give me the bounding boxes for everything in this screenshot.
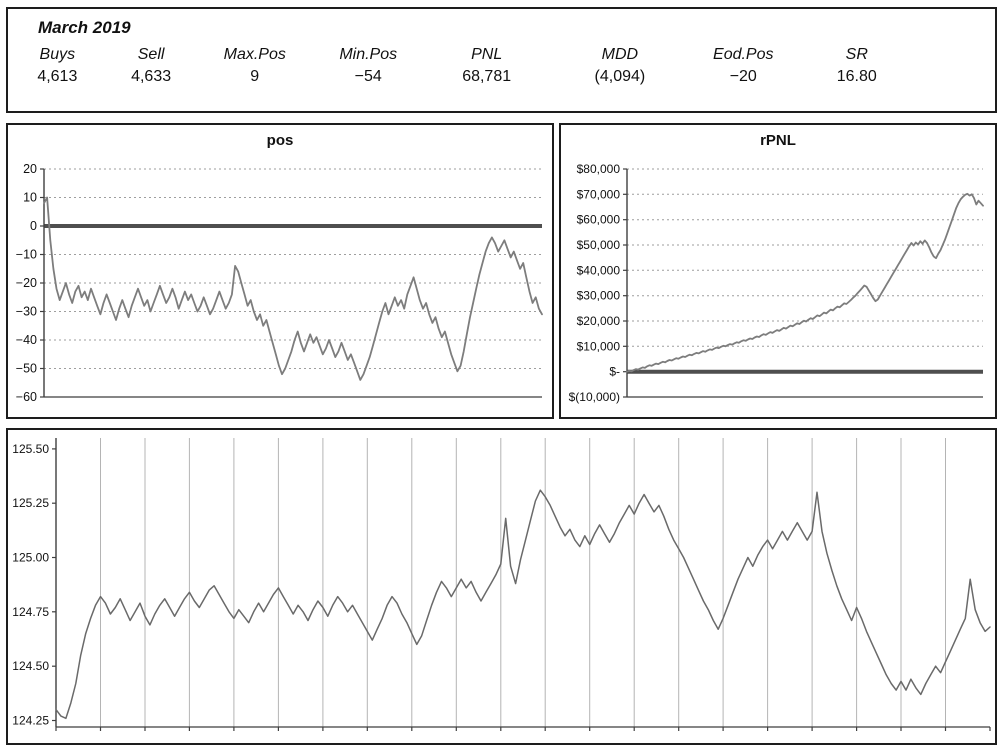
stat-value: −54 <box>354 68 382 85</box>
stat-label: PNL <box>471 46 503 63</box>
stat-label: Sell <box>137 46 165 63</box>
stat-eod-pos: Eod.Pos −20 <box>689 45 798 86</box>
stat-label: Eod.Pos <box>713 46 774 63</box>
rpnl-chart-title: rPNL <box>760 132 796 149</box>
svg-text:0: 0 <box>30 219 37 233</box>
svg-text:$70,000: $70,000 <box>577 187 621 201</box>
stat-mdd: MDD (4,094) <box>551 45 689 86</box>
svg-text:$40,000: $40,000 <box>577 263 621 277</box>
svg-text:$30,000: $30,000 <box>577 289 621 303</box>
svg-text:20: 20 <box>23 162 37 176</box>
stat-pnl: PNL 68,781 <box>423 45 551 86</box>
rpnl-chart-panel: rPNL $80,000 $70,000 $60,000 $50,000 $40,000… <box>559 123 997 419</box>
svg-text:−50: −50 <box>16 362 37 376</box>
svg-text:$10,000: $10,000 <box>577 339 621 353</box>
stat-label: MDD <box>601 46 639 63</box>
stat-sr: SR 16.80 <box>798 45 916 86</box>
svg-text:10: 10 <box>23 191 37 205</box>
svg-text:125.25: 125.25 <box>12 496 49 510</box>
svg-text:$20,000: $20,000 <box>577 314 621 328</box>
svg-text:124.75: 124.75 <box>12 605 49 619</box>
stat-max-pos: Max.Pos 9 <box>196 45 314 86</box>
svg-text:−20: −20 <box>16 276 37 290</box>
svg-text:$(10,000): $(10,000) <box>569 390 620 404</box>
stat-value: 16.80 <box>836 68 877 85</box>
stat-label: Buys <box>39 46 76 63</box>
report-month-title: March 2019 <box>38 18 131 37</box>
stat-buys: Buys 4,613 <box>8 45 107 86</box>
svg-text:−40: −40 <box>16 333 37 347</box>
price-chart-canvas: 125.50 125.25 125.00 124.75 124.50 124.25 <box>12 438 991 731</box>
stat-label: Max.Pos <box>223 46 286 63</box>
pos-chart-panel: pos 20 10 0 −10 −20 −30 −40 −50 −60 <box>6 123 554 419</box>
stat-value: 68,781 <box>462 68 512 85</box>
svg-text:$60,000: $60,000 <box>577 213 621 227</box>
svg-text:$50,000: $50,000 <box>577 238 621 252</box>
svg-text:125.50: 125.50 <box>12 442 49 456</box>
stats-row: Buys 4,613 Sell 4,633 Max.Pos 9 Min.Pos … <box>8 45 995 86</box>
stat-value: 9 <box>250 68 260 85</box>
summary-panel: March 2019 Buys 4,613 Sell 4,633 Max.Pos… <box>6 7 997 113</box>
stat-value: −20 <box>729 68 757 85</box>
svg-text:$-: $- <box>609 365 620 379</box>
stat-label: SR <box>845 46 868 63</box>
svg-text:$80,000: $80,000 <box>577 162 621 176</box>
stat-value: 4,613 <box>37 68 78 85</box>
pos-chart-canvas: 20 10 0 −10 −20 −30 −40 −50 −60 <box>16 162 543 404</box>
pos-chart-title: pos <box>266 132 294 149</box>
stat-label: Min.Pos <box>339 46 398 63</box>
svg-text:−30: −30 <box>16 305 37 319</box>
stat-value: (4,094) <box>594 68 646 85</box>
svg-text:125.00: 125.00 <box>12 551 49 565</box>
svg-text:124.50: 124.50 <box>12 659 49 673</box>
price-chart-panel: 125.50 125.25 125.00 124.75 124.50 124.25 <box>6 428 997 745</box>
rpnl-chart-canvas: $80,000 $70,000 $60,000 $50,000 $40,000 $30,0… <box>569 162 984 404</box>
svg-text:124.25: 124.25 <box>12 714 49 728</box>
stat-sell: Sell 4,633 <box>107 45 196 86</box>
stat-value: 4,633 <box>131 68 172 85</box>
svg-text:−10: −10 <box>16 248 37 262</box>
svg-text:−60: −60 <box>16 390 37 404</box>
stat-min-pos: Min.Pos −54 <box>314 45 423 86</box>
